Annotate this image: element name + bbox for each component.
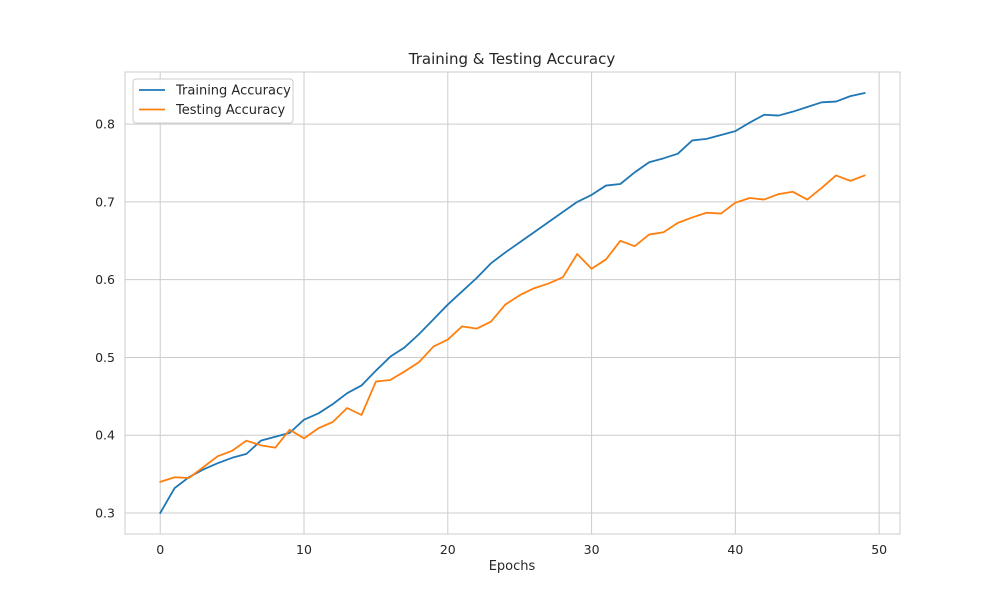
- gridlines: [125, 72, 900, 534]
- x-tick-label: 30: [584, 542, 600, 557]
- x-tick-label: 0: [156, 542, 164, 557]
- x-tick-label: 20: [440, 542, 456, 557]
- plot-area: [124, 71, 901, 535]
- x-axis-label: Epochs: [489, 559, 536, 574]
- y-tick-label: 0.4: [95, 428, 115, 443]
- x-tick-label: 50: [871, 542, 887, 557]
- series-line-testing-accuracy: [159, 174, 866, 483]
- y-tick-label: 0.3: [95, 506, 115, 521]
- legend-label-testing: Testing Accuracy: [175, 103, 285, 118]
- series-layer: [159, 92, 866, 514]
- legend-box: [132, 78, 294, 124]
- tick-labels: 0 10 20 30 40 50 0.3 0.4 0.5 0.6 0.7 0.8: [95, 117, 887, 557]
- chart-title: Training & Testing Accuracy: [408, 50, 616, 68]
- legend: Training Accuracy Testing Accuracy: [132, 78, 294, 124]
- x-tick-label: 40: [727, 542, 743, 557]
- y-tick-label: 0.8: [95, 117, 115, 132]
- y-tick-label: 0.7: [95, 194, 115, 209]
- legend-label-training: Training Accuracy: [175, 84, 291, 99]
- series-line-training-accuracy: [159, 92, 866, 514]
- x-tick-label: 10: [296, 542, 312, 557]
- y-tick-label: 0.6: [95, 272, 115, 287]
- y-tick-label: 0.5: [95, 350, 115, 365]
